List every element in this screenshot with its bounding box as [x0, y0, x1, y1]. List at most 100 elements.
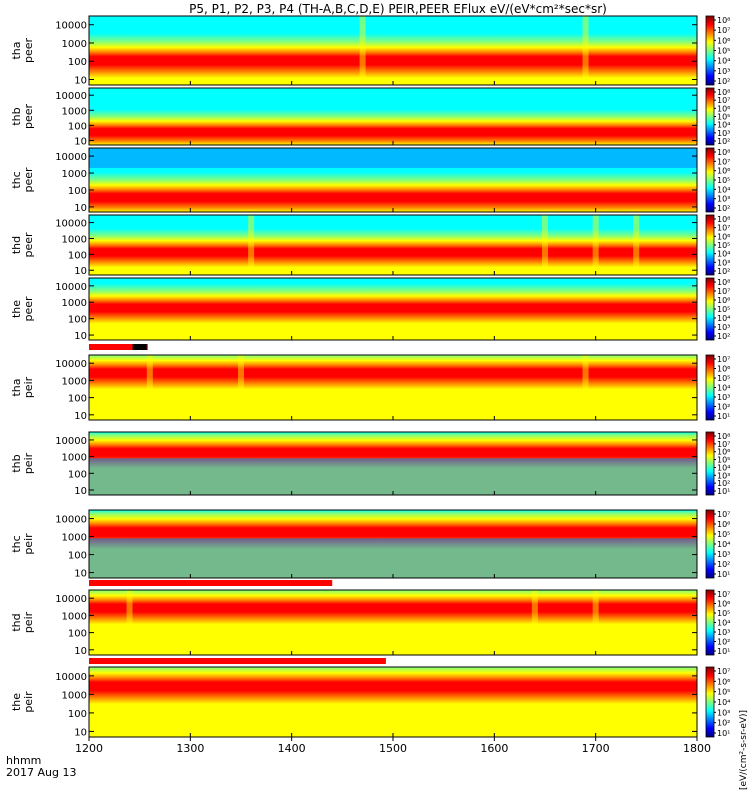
- feature-streak: [126, 590, 133, 655]
- ytick-label: 10000: [55, 515, 87, 526]
- colorbar-tick-label: 10³: [717, 323, 730, 332]
- panel-ylabel: thbpeer: [10, 104, 35, 130]
- panel-ylabel: thapeer: [10, 38, 35, 64]
- colorbar-tick-label: 10²: [717, 560, 730, 569]
- colorbar-tick-label: 10⁷: [717, 96, 730, 105]
- colorbar-tick-label: 10⁵: [717, 176, 730, 185]
- colorbar-tick-label: 10⁴: [717, 698, 730, 707]
- colorbar: [705, 354, 715, 421]
- spectrogram-image: [89, 16, 697, 85]
- ytick-label: 100: [68, 394, 87, 405]
- ytick-label: 10000: [55, 359, 87, 370]
- colorbar-tick-label: 10¹: [717, 729, 730, 738]
- panel-ylabel: thbpeir: [10, 452, 35, 474]
- colorbar-tick-label: 10²: [717, 204, 730, 213]
- colorbar-tick-label: 10⁷: [717, 287, 730, 296]
- colorbar-tick-label: 10⁵: [717, 456, 730, 465]
- colorbar-tick-label: 10²: [717, 479, 730, 488]
- colorbar-tick-label: 10⁷: [717, 440, 730, 449]
- panel-ylabel-line: the: [10, 693, 23, 711]
- colorbar-tick-label: 10¹: [717, 647, 730, 656]
- ytick-label: 100: [68, 186, 87, 197]
- colorbar-tick-label: 10⁷: [717, 355, 730, 364]
- ytick-label: 1000: [62, 106, 87, 117]
- colorbar-tick-label: 10³: [717, 67, 730, 76]
- ytick-label: 100: [68, 551, 87, 562]
- ytick-label: 10: [74, 331, 87, 342]
- panel-ylabel-line: tha: [10, 378, 23, 396]
- colorbar-tick-label: 10⁴: [717, 384, 730, 393]
- ytick-label: 10000: [55, 91, 87, 102]
- ytick-label: 10: [74, 76, 87, 87]
- panel-ylabel-line: peer: [22, 232, 35, 258]
- colorbar-tick-label: 10³: [717, 471, 730, 480]
- colorbar-tick-label: 10³: [717, 628, 730, 637]
- ytick-label: 100: [68, 469, 87, 480]
- xtick-label: 1300: [176, 742, 204, 755]
- colorbar: [705, 277, 715, 341]
- ytick-label: 1000: [62, 298, 87, 309]
- colorbar-tick-label: 10¹: [717, 487, 730, 496]
- flag-segment: [132, 344, 147, 350]
- colorbar: [705, 666, 715, 738]
- panel-ylabel-line: thd: [10, 236, 23, 254]
- colorbar: [705, 431, 715, 496]
- colorbar-tick-label: 10⁶: [717, 448, 730, 457]
- colorbar-tick-label: 10⁶: [717, 600, 730, 609]
- panel-ylabel-line: thb: [10, 454, 23, 472]
- colorbar-tick-label: 10⁵: [717, 609, 730, 618]
- ytick-label: 1000: [62, 690, 87, 701]
- feature-streak: [238, 355, 244, 420]
- ytick-label: 10000: [55, 219, 87, 230]
- time-axis: 1200 1300 1400 1500 1600 1700 1800: [75, 737, 711, 755]
- panel-ylabel-line: peer: [22, 38, 35, 64]
- ytick-label: 100: [68, 629, 87, 640]
- ytick-label: 100: [68, 121, 87, 132]
- panel-stack: thapeer1010010001000010⁸10⁷10⁶10⁵10⁴10³1…: [10, 15, 730, 738]
- low-count-region: [89, 538, 697, 578]
- colorbar-tick-label: 10⁸: [717, 278, 730, 287]
- spectrogram-image: [89, 278, 697, 340]
- panel-ylabel-line: thb: [10, 107, 23, 125]
- low-count-region: [89, 458, 697, 495]
- ytick-label: 100: [68, 709, 87, 720]
- colorbar-tick-label: 10²: [717, 638, 730, 647]
- colorbar-tick-label: 10⁵: [717, 241, 730, 250]
- panel-ylabel-line: tha: [10, 41, 23, 59]
- colorbar-tick-label: 10⁵: [717, 374, 730, 383]
- ytick-label: 10000: [55, 672, 87, 683]
- colorbar-tick-label: 10⁵: [717, 688, 730, 697]
- colorbar-tick-label: 10⁶: [717, 296, 730, 305]
- feature-streak: [582, 355, 589, 420]
- xtick-label: 1700: [582, 742, 610, 755]
- panel-thd-peer: thdpeer 10 100 1000 10000 10⁸10⁷10⁶10⁵10⁴10³1…: [10, 214, 730, 277]
- panel-ylabel: thcpeir: [10, 533, 35, 555]
- feature-streak: [248, 215, 255, 275]
- low-count-region: [89, 148, 697, 168]
- colorbar-tick-label: 10⁴: [717, 540, 730, 549]
- colorbar-tick-label: 10¹: [717, 412, 730, 421]
- colorbar: [705, 214, 715, 276]
- ytick-label: 10000: [55, 21, 87, 32]
- colorbar-tick-label: 10⁵: [717, 305, 730, 314]
- colorbar: [705, 15, 715, 86]
- colorbar: [705, 147, 715, 213]
- colorbar-tick-label: 10⁵: [717, 530, 730, 539]
- ytick-label: 1000: [62, 376, 87, 387]
- panel-ylabel-line: peer: [22, 296, 35, 322]
- flag-bar: [89, 344, 148, 350]
- colorbar-tick-label: 10⁷: [717, 510, 730, 519]
- ytick-label: 10: [74, 727, 87, 738]
- colorbar-tick-label: 10²: [717, 77, 730, 86]
- panel-thb-peer: thbpeer 10 100 1000 10000 10⁸10⁷10⁶10⁵10⁴10³1…: [10, 87, 730, 147]
- panel-ylabel-line: peir: [22, 452, 35, 474]
- ytick-label: 10: [74, 486, 87, 497]
- ytick-label: 1000: [62, 39, 87, 50]
- xtick-label: 1500: [379, 742, 407, 755]
- ytick-label: 10: [74, 569, 87, 580]
- ytick-label: 10: [74, 411, 87, 422]
- colorbar-tick-label: 10³: [717, 258, 730, 267]
- flag-segment: [89, 658, 386, 664]
- colorbar-tick-label: 10⁸: [717, 215, 730, 224]
